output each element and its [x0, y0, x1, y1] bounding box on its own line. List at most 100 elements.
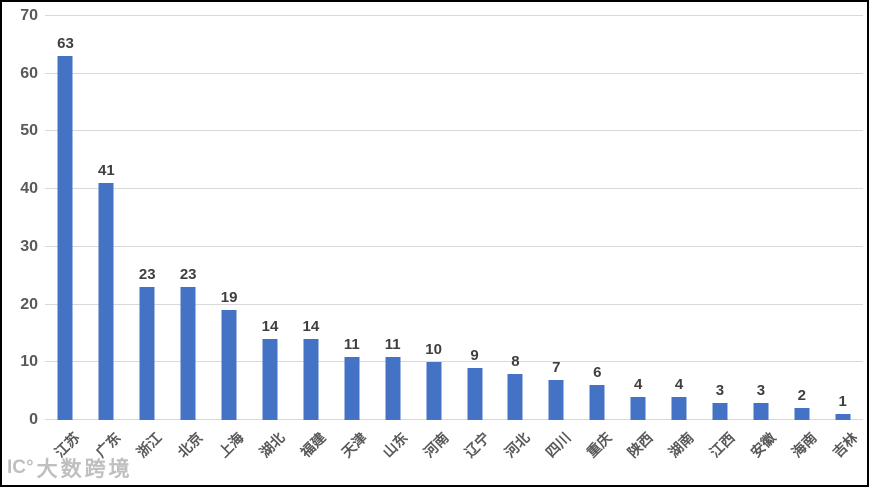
bar	[221, 310, 237, 420]
watermark: IC° 大数跨境	[7, 453, 133, 483]
x-axis-tick-label: 广东	[92, 429, 124, 461]
bar-slot: 4 陕西	[618, 16, 659, 460]
bar-slot: 3 江西	[700, 16, 741, 461]
gridline	[45, 15, 863, 16]
bar-slot: 4 湖南	[659, 16, 700, 460]
x-axis-tick-label: 陕西	[624, 429, 656, 461]
bar	[262, 339, 278, 420]
bar	[57, 56, 73, 420]
gridline	[45, 361, 863, 363]
x-axis-tick-label: 天津	[338, 429, 370, 461]
x-axis-tick-label: 山东	[379, 429, 411, 461]
x-axis-tick-label: 重庆	[583, 429, 615, 461]
bar-slot: 10 河南	[413, 16, 454, 460]
bar	[303, 339, 319, 420]
bar	[385, 356, 401, 420]
bar-value-label: 41	[98, 162, 115, 180]
watermark-logo-icon: IC°	[7, 457, 34, 478]
bar	[548, 379, 564, 420]
watermark-text: 大数跨境	[36, 458, 133, 481]
bar	[794, 408, 810, 420]
gridline	[45, 188, 863, 190]
bar-value-label: 23	[138, 266, 156, 284]
bar-slot: 14 湖北	[250, 16, 291, 460]
bar-series: 63 江苏 41 广东 23 浙江 23 北京 19 上海 14 湖北 14 福建 11 天津 11 山东 10 河南…	[45, 16, 863, 461]
y-axis-tick-label: 20	[20, 295, 38, 313]
y-axis-tick-label: 50	[20, 122, 38, 140]
bar-slot: 2 海南	[781, 16, 822, 460]
bar-slot: 6 重庆	[577, 16, 618, 460]
bar-value-label: 23	[179, 266, 197, 284]
y-axis-tick-label: 10	[20, 353, 38, 371]
bar-value-label: 9	[470, 347, 479, 365]
gridline	[45, 130, 863, 132]
bar	[589, 385, 605, 420]
bar-value-label: 3	[756, 381, 766, 399]
bar	[426, 362, 442, 420]
bar-slot: 11 山东	[372, 16, 413, 461]
bar	[507, 373, 523, 420]
gridline	[45, 419, 863, 420]
bar-value-label: 10	[425, 341, 442, 359]
bar-value-label: 4	[674, 375, 684, 393]
bar-slot: 19 上海	[209, 16, 250, 460]
bar	[835, 414, 851, 420]
bar-slot: 41 广东	[86, 16, 127, 460]
y-axis-tick-label: 30	[20, 237, 38, 255]
x-axis-tick-label: 吉林	[829, 429, 861, 461]
bar-slot: 14 福建	[290, 16, 331, 460]
bar-value-label: 14	[261, 318, 279, 336]
bar-value-label: 11	[384, 335, 401, 353]
bar	[467, 368, 483, 420]
bar-value-label: 4	[633, 375, 643, 393]
x-axis-tick-label: 湖北	[256, 429, 288, 461]
bar	[180, 287, 196, 420]
bar-slot: 23 浙江	[127, 16, 168, 460]
y-axis: 0 10 20 30 40 50 60 70	[2, 8, 38, 428]
bar	[139, 287, 155, 420]
x-axis-tick-label: 河南	[420, 429, 452, 461]
bar	[630, 396, 646, 420]
x-axis-tick-label: 安徽	[747, 429, 779, 461]
y-axis-tick-label: 70	[20, 7, 38, 24]
bar-value-label: 7	[552, 358, 561, 376]
x-axis-tick-label: 辽宁	[461, 429, 493, 461]
x-axis-tick-label: 四川	[542, 429, 574, 461]
x-axis-tick-label: 浙江	[133, 429, 165, 461]
x-axis-tick-label: 海南	[788, 429, 820, 461]
bar	[671, 396, 687, 420]
x-axis-tick-label: 江苏	[51, 429, 84, 461]
x-axis-tick-label: 上海	[215, 429, 247, 461]
bar-slot: 9 辽宁	[454, 16, 495, 460]
gridline	[45, 303, 863, 305]
bar-value-label: 63	[57, 35, 74, 53]
bar-value-label: 6	[593, 364, 602, 382]
bar	[753, 402, 769, 420]
bar-value-label: 19	[220, 289, 238, 307]
bar-value-label: 1	[838, 393, 847, 411]
bar-slot: 8 河北	[495, 16, 536, 461]
bar	[344, 356, 360, 420]
y-axis-tick-label: 0	[29, 411, 38, 428]
bar-value-label: 8	[511, 352, 520, 370]
bar-value-label: 14	[302, 318, 320, 336]
bar-slot: 1 吉林	[822, 16, 863, 460]
bar-slot: 63 江苏	[45, 16, 86, 460]
bar-slot: 7 四川	[536, 16, 577, 461]
x-axis-tick-label: 湖南	[665, 429, 697, 461]
bar-value-label: 11	[343, 335, 360, 353]
x-axis-tick-label: 福建	[297, 429, 329, 461]
bar-value-label: 3	[715, 381, 725, 399]
bar-slot: 11 天津	[331, 16, 372, 461]
bar	[712, 402, 728, 420]
bar-value-label: 2	[797, 387, 806, 405]
bar	[98, 183, 114, 420]
gridline	[45, 245, 863, 247]
bar-slot: 23 北京	[168, 16, 209, 460]
x-axis-tick-label: 河北	[501, 429, 534, 461]
x-axis-tick-label: 江西	[706, 429, 738, 461]
y-axis-tick-label: 40	[20, 180, 38, 198]
gridline	[45, 72, 863, 74]
bar-slot: 3 安徽	[740, 16, 781, 461]
